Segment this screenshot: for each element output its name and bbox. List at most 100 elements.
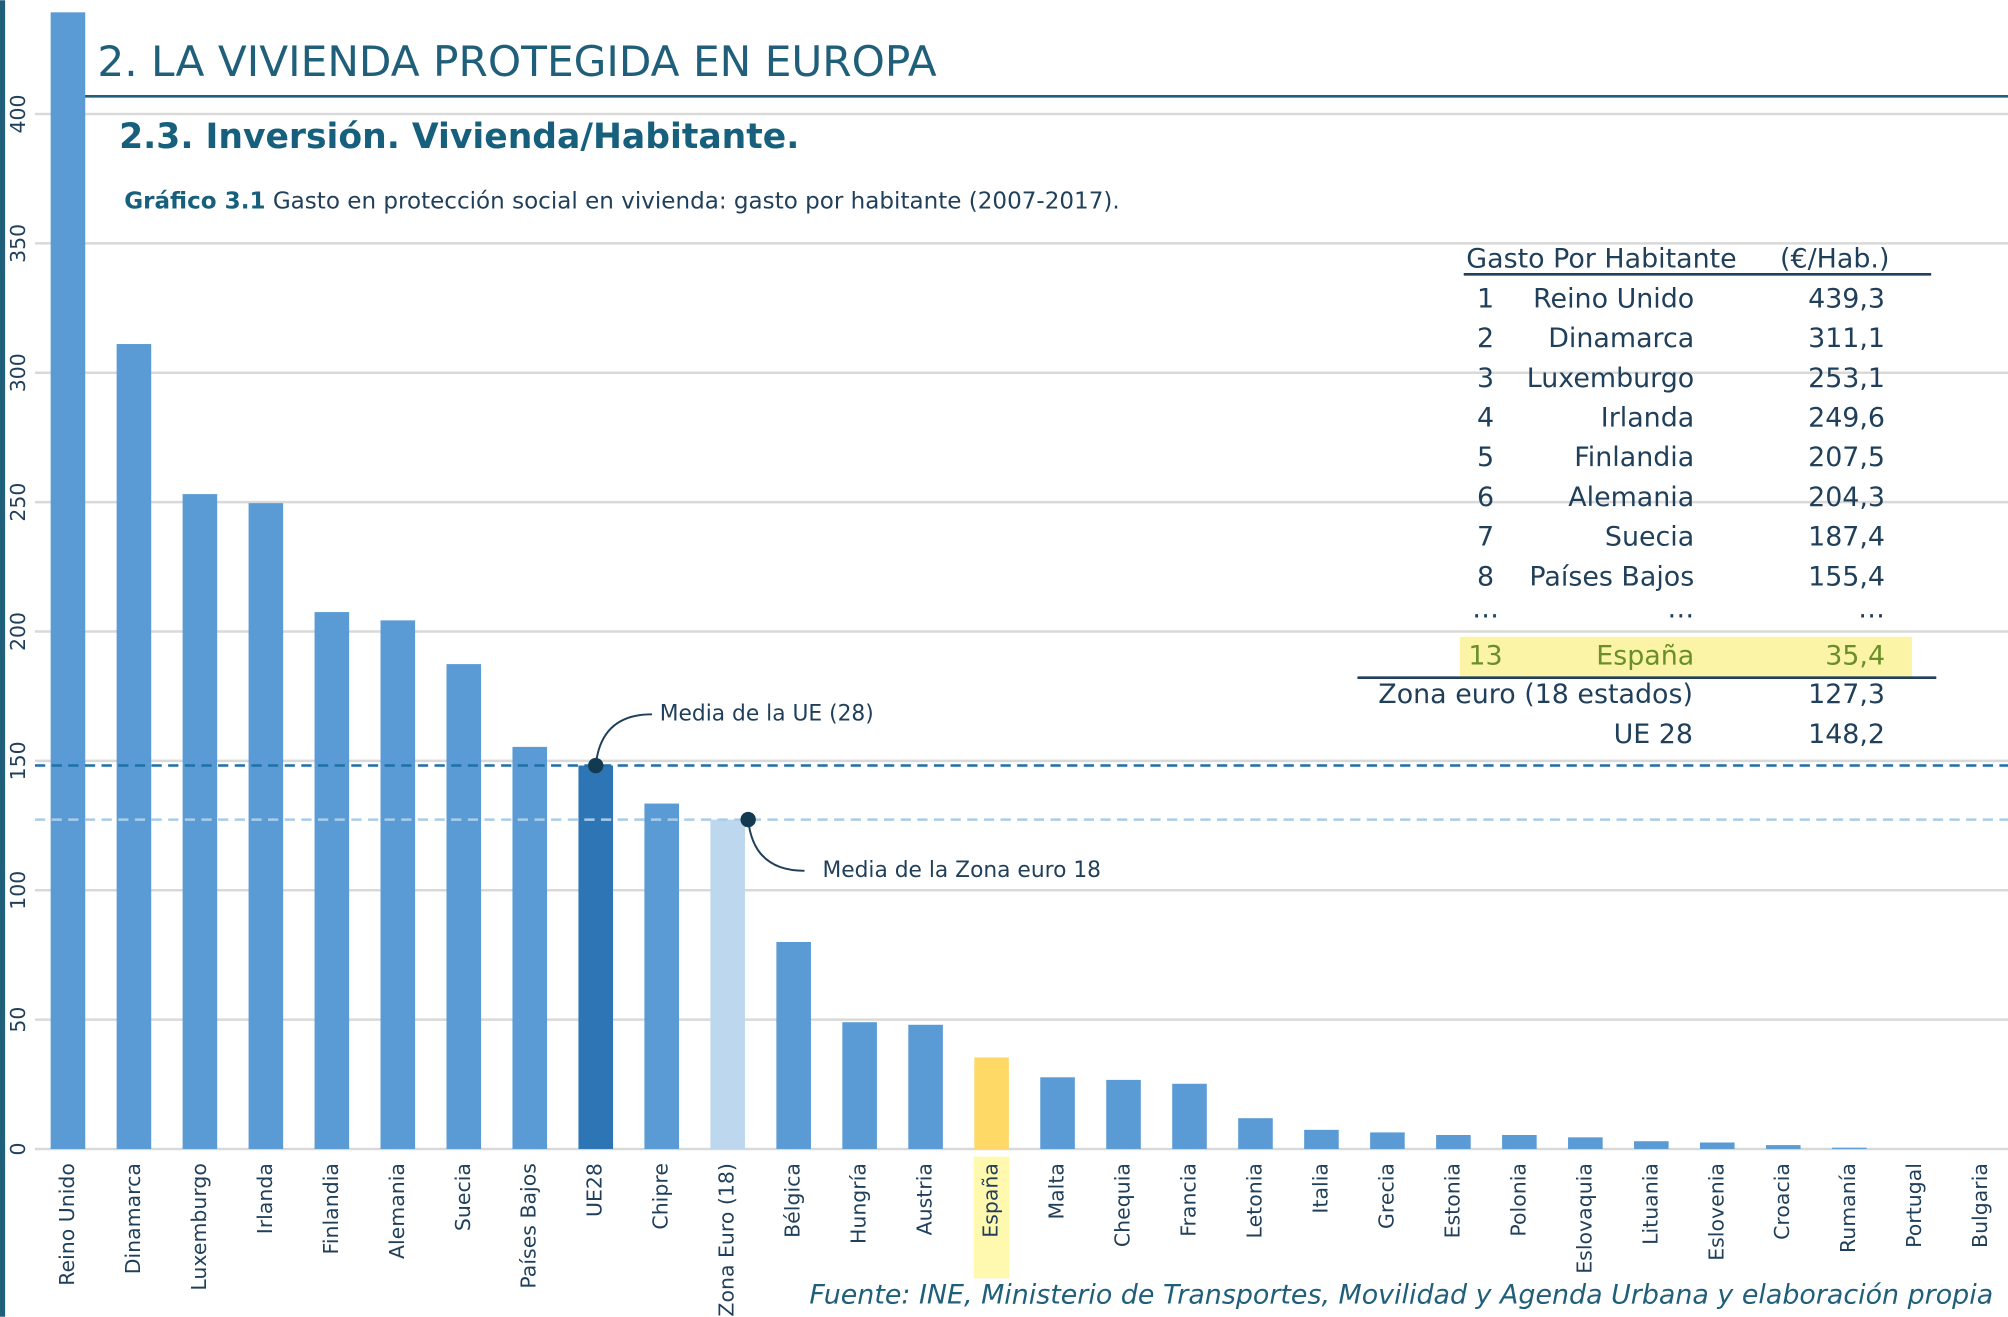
table-name: España: [1596, 641, 1694, 672]
table-rank: 5: [1477, 442, 1494, 473]
table-value: …: [1858, 593, 1885, 624]
bar: [1370, 1132, 1405, 1149]
caption-text: Gasto en protección social en vivienda: …: [273, 188, 1120, 214]
bar: [1172, 1083, 1207, 1149]
bar: [380, 620, 416, 1149]
table-name: …: [1667, 593, 1694, 624]
x-tick-label: Eslovaquia: [1572, 1163, 1596, 1274]
x-tick-label: Malta: [1045, 1163, 1069, 1219]
bar: [1568, 1137, 1603, 1149]
y-tick-label: 150: [6, 741, 30, 780]
bar: [1436, 1135, 1471, 1149]
x-tick-label: Grecia: [1374, 1163, 1398, 1229]
bar: [446, 664, 482, 1149]
x-tick-label: Dinamarca: [121, 1163, 145, 1274]
x-tick-label: Polonia: [1506, 1163, 1530, 1237]
x-tick-label: Lituania: [1638, 1163, 1662, 1245]
table-rank: 2: [1477, 323, 1494, 354]
bar: [512, 746, 548, 1149]
table-value: 249,6: [1808, 403, 1885, 434]
summary-value: 148,2: [1808, 719, 1885, 750]
annotation-dot: [740, 811, 756, 828]
bar: [1831, 1147, 1867, 1149]
y-tick-label: 0: [6, 1142, 30, 1155]
bar: [1634, 1141, 1669, 1149]
table-name: Irlanda: [1601, 403, 1694, 434]
table-value: 35,4: [1825, 641, 1885, 672]
bar: [644, 803, 679, 1149]
bar: [1238, 1118, 1273, 1149]
table-name: Países Bajos: [1529, 561, 1694, 592]
bar: [974, 1057, 1009, 1149]
bar: [710, 819, 745, 1149]
y-tick-label: 350: [6, 224, 30, 263]
y-tick-label: 200: [6, 612, 30, 651]
bar: [908, 1024, 943, 1149]
x-tick-label: Alemania: [385, 1163, 409, 1259]
x-tick-label: España: [979, 1163, 1003, 1238]
source: Fuente: INE, Ministerio de Transportes, …: [809, 1280, 1993, 1311]
x-tick-label: Chipre: [649, 1163, 673, 1230]
caption-label: Gráfico 3.1: [124, 188, 265, 214]
annotation-leader: [594, 713, 653, 766]
summary-name: UE 28: [1614, 719, 1693, 750]
subtitle: 2.3. Inversión. Vivienda/Habitante.: [119, 117, 799, 157]
bar: [842, 1022, 877, 1149]
table-value: 253,1: [1808, 363, 1885, 394]
table-header: (€/Hab.): [1780, 244, 1889, 275]
bar: [314, 612, 350, 1149]
y-tick-label: 300: [6, 353, 30, 392]
title: 2. LA VIVIENDA PROTEGIDA EN EUROPA: [97, 37, 936, 86]
table-rank: 6: [1477, 482, 1494, 513]
bar: [1304, 1129, 1339, 1149]
bar: [50, 12, 86, 1149]
bar: [116, 344, 152, 1149]
x-tick-label: Eslovenia: [1704, 1163, 1728, 1261]
bar: [1502, 1135, 1537, 1149]
x-tick-label: Irlanda: [253, 1163, 277, 1234]
y-tick-label: 250: [6, 483, 30, 522]
left-strip: [0, 0, 6, 1317]
table-rank: 4: [1477, 403, 1494, 434]
annotation-label: Media de la Zona euro 18: [822, 858, 1101, 883]
x-tick-label: Bulgaria: [1968, 1163, 1992, 1248]
x-tick-label: Finlandia: [319, 1163, 343, 1254]
x-tick-label: Portugal: [1902, 1163, 1926, 1248]
table-name: Alemania: [1568, 482, 1694, 513]
bar: [776, 941, 811, 1149]
summary-value: 127,3: [1808, 679, 1885, 710]
x-tick-label: Luxemburgo: [187, 1163, 211, 1291]
table-name: Suecia: [1605, 522, 1694, 553]
table-value: 187,4: [1808, 522, 1885, 553]
bar: [1106, 1079, 1141, 1149]
annotation-leader: [747, 819, 805, 872]
table-rank: 8: [1477, 561, 1494, 592]
x-tick-label: Croacia: [1770, 1163, 1794, 1240]
y-tick-label: 50: [6, 1007, 30, 1033]
table-name: Finlandia: [1574, 442, 1694, 473]
table-header: Gasto Por Habitante: [1466, 244, 1736, 275]
bar: [1765, 1145, 1801, 1149]
annotation-label: Media de la UE (28): [660, 701, 874, 726]
table-value: 204,3: [1808, 482, 1885, 513]
highlight: [973, 1156, 1010, 1279]
x-tick-label: Bélgica: [781, 1163, 805, 1238]
x-tick-label: Hungría: [847, 1163, 871, 1244]
table-name: Luxemburgo: [1527, 363, 1694, 394]
bar: [578, 765, 614, 1149]
table-rank: 1: [1477, 283, 1494, 314]
x-tick-label: Francia: [1176, 1163, 1200, 1237]
x-tick-label: Austria: [913, 1163, 937, 1235]
table-highlight: [1459, 636, 1912, 677]
x-tick-label: Letonia: [1242, 1163, 1266, 1238]
table-value: 155,4: [1808, 561, 1885, 592]
caption: Gráfico 3.1 Gasto en protección social e…: [124, 188, 1119, 214]
table-value: 207,5: [1808, 442, 1885, 473]
table-rank: 7: [1477, 522, 1494, 553]
x-tick-label: Italia: [1308, 1163, 1332, 1214]
table-rank: 3: [1477, 363, 1494, 394]
table-value: 311,1: [1808, 323, 1885, 354]
x-tick-label: Chequia: [1111, 1163, 1135, 1247]
x-tick-label: Estonia: [1440, 1163, 1464, 1238]
